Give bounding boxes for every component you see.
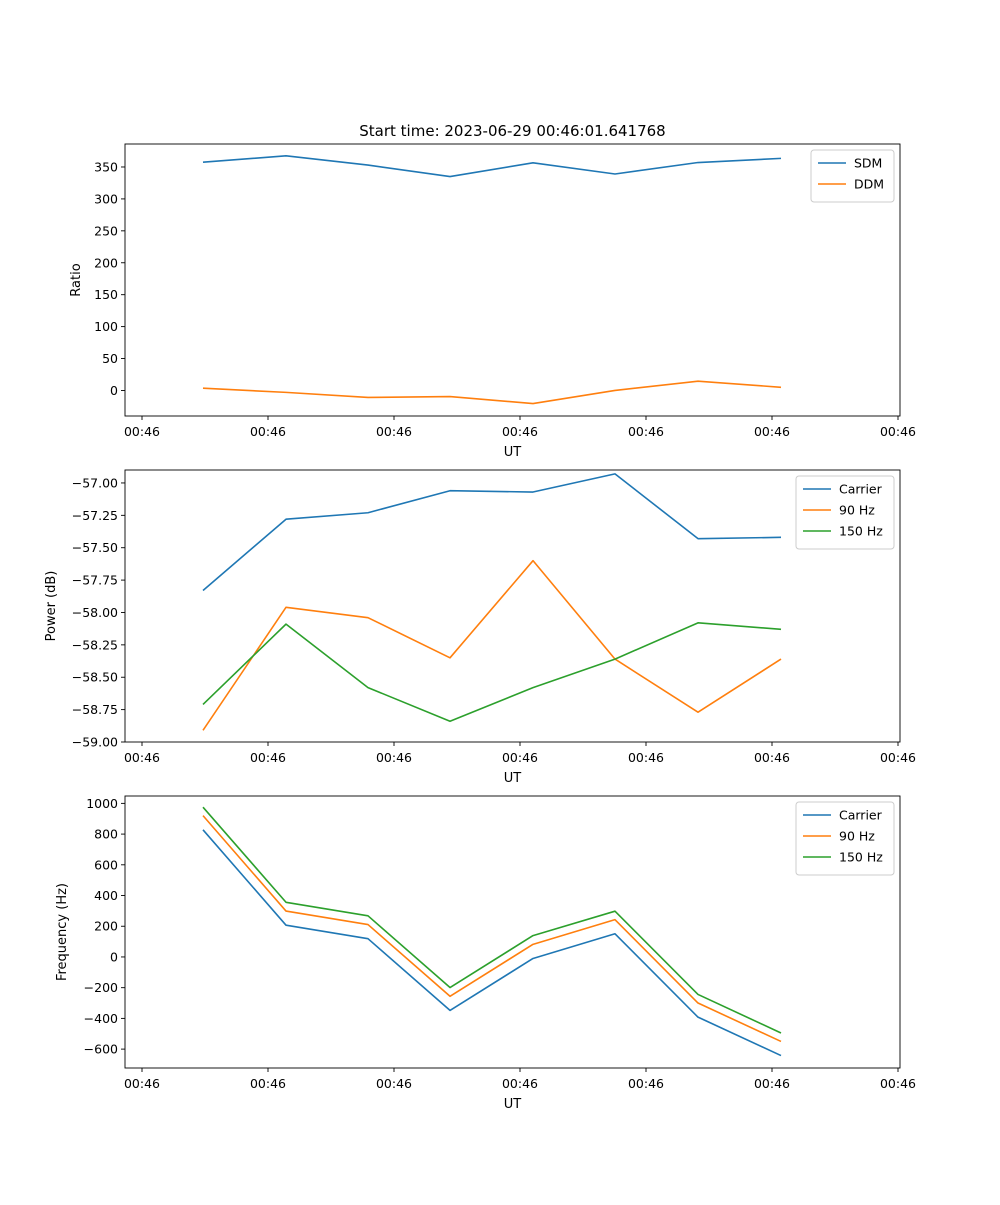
x-tick-label: 00:46	[628, 424, 664, 439]
y-tick-label: 200	[94, 919, 118, 934]
y-tick-label: −200	[84, 980, 118, 995]
y-tick-label: 400	[94, 888, 118, 903]
x-tick-label: 00:46	[376, 750, 412, 765]
legend: SDM DDM	[810, 149, 895, 203]
x-tick-label: 00:46	[754, 424, 790, 439]
legend-label: Carrier	[839, 482, 883, 497]
series-line-carrier	[202, 473, 782, 592]
x-tick-label: 00:46	[124, 1076, 160, 1091]
y-tick-label: −57.75	[72, 573, 118, 588]
y-tick-label: −600	[84, 1042, 118, 1057]
x-tick-label: 00:46	[628, 1076, 664, 1091]
axes-frame	[124, 469, 901, 743]
y-tick-label: 50	[102, 351, 118, 366]
figure-title: Start time: 2023-06-29 00:46:01.641768	[359, 122, 665, 140]
y-tick-label: 800	[94, 827, 118, 842]
x-tick-label: 00:46	[124, 424, 160, 439]
y-tick-label: 0	[110, 383, 118, 398]
y-tick-label: −59.00	[72, 735, 118, 750]
y-tick-label: −57.00	[72, 475, 118, 490]
series-line-150-hz	[202, 622, 782, 723]
x-tick-label: 00:46	[502, 1076, 538, 1091]
y-axis-label: Ratio	[69, 263, 84, 296]
y-tick-label: 350	[94, 159, 118, 174]
y-tick-label: 1000	[86, 796, 118, 811]
legend-label: 90 Hz	[839, 503, 875, 518]
x-tick-label: 00:46	[250, 1076, 286, 1091]
y-tick-label: 200	[94, 255, 118, 270]
x-tick-label: 00:46	[502, 750, 538, 765]
y-tick-label: 100	[94, 319, 118, 334]
y-tick-label: 150	[94, 287, 118, 302]
x-tick-label: 00:46	[124, 750, 160, 765]
x-tick-label: 00:46	[880, 1076, 916, 1091]
legend: Carrier 90 Hz 150 Hz	[795, 801, 895, 876]
axes-frame	[124, 143, 901, 417]
y-tick-label: 600	[94, 857, 118, 872]
series-line-carrier	[202, 829, 782, 1057]
y-tick-label: 0	[110, 949, 118, 964]
x-tick-label: 00:46	[502, 424, 538, 439]
axes-frame	[124, 795, 901, 1069]
x-tick-label: 00:46	[754, 750, 790, 765]
chart-panel-1: 0 50 100 150 200 250 300 350 00:46 00:46 00:46 00:4…	[69, 143, 916, 460]
chart-panel-3: −600 −400 −200 0 200 400 600 800 1000 00:46 00:46 0…	[55, 795, 916, 1112]
y-tick-label: −58.25	[72, 637, 118, 652]
x-tick-label: 00:46	[880, 750, 916, 765]
y-tick-label: −57.50	[72, 540, 118, 555]
x-tick-label: 00:46	[628, 750, 664, 765]
series-line-90-hz	[202, 815, 782, 1043]
legend-label: SDM	[854, 156, 882, 171]
y-tick-label: 300	[94, 191, 118, 206]
y-tick-label: −58.50	[72, 670, 118, 685]
x-tick-label: 00:46	[376, 424, 412, 439]
legend-label: 150 Hz	[839, 850, 883, 865]
series-line-90-hz	[202, 559, 782, 731]
legend: Carrier 90 Hz 150 Hz	[795, 475, 895, 550]
chart-panel-2: −59.00 −58.75 −58.50 −58.25 −58.00 −57.75 −57.…	[44, 469, 916, 786]
x-tick-label: 00:46	[250, 424, 286, 439]
y-axis-label: Frequency (Hz)	[55, 883, 70, 981]
x-tick-label: 00:46	[754, 1076, 790, 1091]
series-line-sdm	[202, 155, 782, 178]
y-tick-label: −57.25	[72, 508, 118, 523]
series-line-150-hz	[202, 806, 782, 1034]
x-tick-label: 00:46	[880, 424, 916, 439]
y-tick-label: −58.00	[72, 605, 118, 620]
x-axis-label: UT	[504, 1097, 522, 1112]
y-axis-label: Power (dB)	[44, 571, 59, 642]
series-line-ddm	[202, 380, 782, 405]
legend-label: 90 Hz	[839, 829, 875, 844]
x-axis-label: UT	[504, 771, 522, 786]
x-tick-label: 00:46	[250, 750, 286, 765]
legend-label: Carrier	[839, 808, 883, 823]
y-tick-label: 250	[94, 223, 118, 238]
legend-label: 150 Hz	[839, 524, 883, 539]
y-tick-label: −400	[84, 1011, 118, 1026]
y-tick-label: −58.75	[72, 702, 118, 717]
x-axis-label: UT	[504, 445, 522, 460]
legend-label: DDM	[854, 177, 884, 192]
x-tick-label: 00:46	[376, 1076, 412, 1091]
